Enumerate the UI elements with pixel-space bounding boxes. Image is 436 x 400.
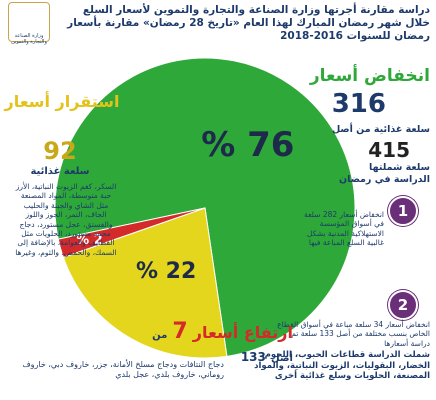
rise-header: ارتفاع أسعار 7 من أصل 133 <box>128 318 293 364</box>
slice-label: % 76 <box>201 125 294 165</box>
note-text: انخفاض أسعار 282 سلعة في أسواق المؤسسة ا… <box>304 210 384 248</box>
logo-caption: وزارة الصناعة والتجارة والتموين <box>11 33 47 46</box>
pie-slice <box>54 57 356 357</box>
logo: وزارة الصناعة والتجارة والتموين <box>8 2 50 46</box>
pie-slice <box>57 207 206 258</box>
note-badge: 1 <box>388 196 418 226</box>
rise-items: دجاج النتافات ودجاج مسلخ الأمانة، جزر، خ… <box>22 360 224 379</box>
note-badge: 2 <box>388 290 418 320</box>
stable-count: 92 <box>43 137 77 165</box>
stable-unit: سلعة غذائية <box>30 166 90 177</box>
footer: شملت الدراسة قطاعات الحبوب، اللحوم، الخض… <box>254 350 430 382</box>
decrease-count: 316 <box>331 89 386 119</box>
rise-title: ارتفاع أسعار <box>192 323 293 342</box>
decrease-total: 415 <box>368 138 410 162</box>
slice-label: % 2 <box>76 233 103 248</box>
decrease-header: انخفاض أسعار <box>309 66 430 86</box>
decrease-of: سلعة غذائية من أصل <box>331 124 430 135</box>
title: دراسة مقارنة أجرتها وزارة الصناعة والتجا… <box>67 4 430 43</box>
slice-label: % 22 <box>136 259 196 284</box>
decrease-total-text: سلعة شملتها الدراسة في رمضان <box>339 162 430 185</box>
rise-count: 7 <box>172 319 188 344</box>
pie-slice <box>62 207 228 359</box>
rise-of: من أصل <box>152 330 293 364</box>
rise-total: 133 <box>240 349 266 364</box>
note-text: انخفاض أسعار 34 سلعة مباعة في أسواق القط… <box>277 320 430 348</box>
stable-items: السكر، كغم الزيوت النباتية، الأرز حبة مت… <box>15 182 117 257</box>
stable-header: استقرار أسعار <box>4 92 120 111</box>
